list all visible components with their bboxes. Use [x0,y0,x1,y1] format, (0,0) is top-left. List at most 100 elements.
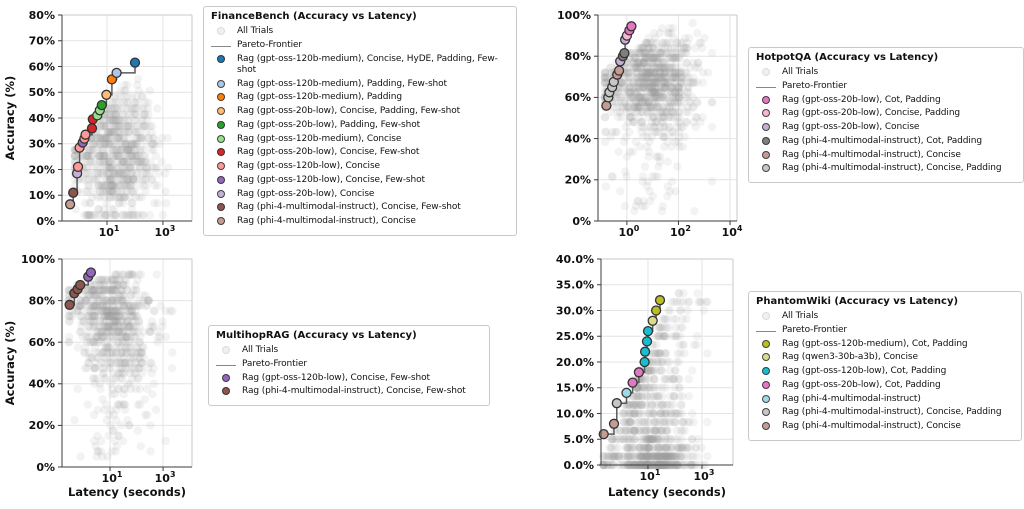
y-tick-label: 30.0% [556,304,594,317]
pareto-frontier-line-icon [756,325,776,332]
y-tick-label: 40% [565,132,591,145]
series-marker-icon [756,366,776,375]
legend-item-label: Rag (gpt-oss-120b-medium), Padding [237,92,402,103]
series-marker-icon [211,79,231,88]
legend-item-label: Rag (gpt-oss-120b-low), Concise [237,161,380,171]
legend-item-label: Rag (gpt-oss-120b-medium), Padding, Few-… [237,78,447,89]
series-dot-icon [217,217,225,225]
legend-item: Rag (gpt-oss-120b-medium), Padding [211,92,510,103]
series-dot-icon [762,164,770,173]
pareto-point [613,65,625,76]
legend-item: Rag (phi-4-multimodal-instruct), Concise [756,421,1015,432]
y-axis: 0.0% 5.0% 10.0% 15.0% 20.0% 25.0% 30.0% 35.0% 40… [556,253,601,472]
series-marker-icon [211,54,231,63]
legend-item-label: Rag (gpt-oss-120b-low), Concise, Few-sho… [237,174,425,185]
y-axis: 0% 20% 40% 60% 80% 100% [21,253,62,474]
y-tick-label: 80% [29,294,55,307]
legend-item: All Trials [756,67,1017,78]
series-marker-icon [216,386,236,396]
legend-item: Rag (gpt-oss-20b-low), Cot, Padding [756,95,1017,106]
pareto-point [64,299,75,310]
series-marker-icon [756,421,776,430]
multihoprag-legend: MultihopRAG (Accuracy vs Latency) All Tri… [208,325,490,406]
series-dot-icon [762,68,770,76]
y-tick-label: 25.0% [556,330,594,343]
legend-item-label: Rag (phi-4-multimodal-instruct), Concise [237,216,416,226]
legend-item: Rag (gpt-oss-120b-low), Concise [211,161,510,172]
series-marker-icon [211,106,231,115]
pareto-frontier-line-icon [216,364,236,366]
legend-item-label: Pareto-Frontier [782,80,848,91]
legend-item: Rag (gpt-oss-120b-medium), Padding, Few-… [211,79,510,90]
series-dot-icon [762,394,770,403]
all-trials-points [64,270,177,461]
legend-item-label: Rag (gpt-oss-20b-low), Concise [782,122,920,132]
legend-item-label: Rag (phi-4-multimodal-instruct) [782,393,921,404]
series-marker-icon [756,407,776,417]
legend-item-label: Rag (gpt-oss-120b-medium), Concise, HyDE… [237,53,498,75]
y-axis: 0% 10% 20% 30% 40% 50% 60% 70% 80% [29,9,62,228]
legend-item: Rag (gpt-oss-120b-medium), Concise, HyDE… [211,54,510,77]
legend-item: Rag (gpt-oss-120b-medium), Concise [211,134,510,145]
x-axis-label: Latency (seconds) [608,485,726,499]
pareto-points [601,21,637,111]
series-dot-icon [217,134,225,143]
legend-item-label: Rag (phi-4-multimodal-instruct), Concise [782,149,961,160]
legend-item-label: Pareto-Frontier [237,39,303,50]
x-tick-label: 101 [102,470,123,485]
x-tick-label: 102 [670,224,691,239]
legend-item-label: Rag (phi-4-multimodal-instruct), Concise… [782,163,1002,174]
series-marker-icon [211,189,231,198]
legend-item: Rag (phi-4-multimodal-instruct) [756,394,1015,405]
y-tick-label: 0% [572,215,591,228]
pareto-frontier-line-icon [756,81,776,88]
multihoprag-plot: 0% 20% 40% 60% 80% 100% 101 103 Accuracy (%) Late… [3,253,193,499]
legend-item-label: Rag (gpt-oss-120b-low), Cot, Padding [782,366,947,376]
legend-item: All Trials [211,26,510,37]
series-dot-icon [217,79,225,88]
legend-item-label: All Trials [782,67,819,77]
series-dot-icon [762,353,770,362]
series-dot-icon [762,408,770,417]
y-tick-label: 20% [29,163,55,176]
pareto-point [639,356,650,368]
x-tick-label: 104 [722,224,743,239]
pareto-point [601,100,612,111]
y-tick-label: 40.0% [556,253,594,266]
pareto-point [626,21,637,32]
hotpotqa-legend-title: HotpotQA (Accuracy vs Latency) [756,52,939,63]
pareto-point [68,187,79,198]
legend-item-label: Pareto-Frontier [782,324,848,335]
all-trials-points [70,74,173,220]
pareto-point [64,199,76,210]
legend-item: Rag (gpt-oss-20b-low), Concise, Padding,… [211,106,510,117]
y-tick-label: 40% [29,378,55,391]
x-axis: 101 103 [99,221,175,239]
series-dot-icon [762,422,770,430]
y-tick-label: 0.0% [563,459,594,472]
legend-item-label: Rag (gpt-oss-120b-medium), Concise [237,133,402,144]
pareto-point [75,279,86,291]
series-dot-icon [217,93,225,102]
legend-item: Rag (gpt-oss-20b-low), Padding, Few-shot [211,120,510,131]
pareto-point [619,47,630,59]
legend-item-label: Pareto-Frontier [242,358,308,369]
series-dot-icon [217,27,225,35]
y-tick-label: 35.0% [556,279,594,292]
series-dot-icon [762,339,770,348]
pareto-point [86,123,98,134]
y-tick-label: 60% [29,336,55,349]
all-trials-marker-icon [756,311,776,320]
legend-item-label: Rag (gpt-oss-20b-low), Cot, Padding [782,94,941,105]
pareto-point [101,89,112,100]
y-tick-label: 100% [21,253,55,266]
legend-item: Rag (gpt-oss-120b-low), Concise, Few-sho… [216,373,483,384]
x-tick-label: 101 [99,224,120,239]
all-trials-marker-icon [216,345,236,354]
pareto-point [639,346,651,357]
legend-item: Rag (gpt-oss-120b-medium), Cot, Padding [756,339,1015,350]
pareto-point [72,161,84,173]
x-axis: 100 102 104 [618,221,743,239]
